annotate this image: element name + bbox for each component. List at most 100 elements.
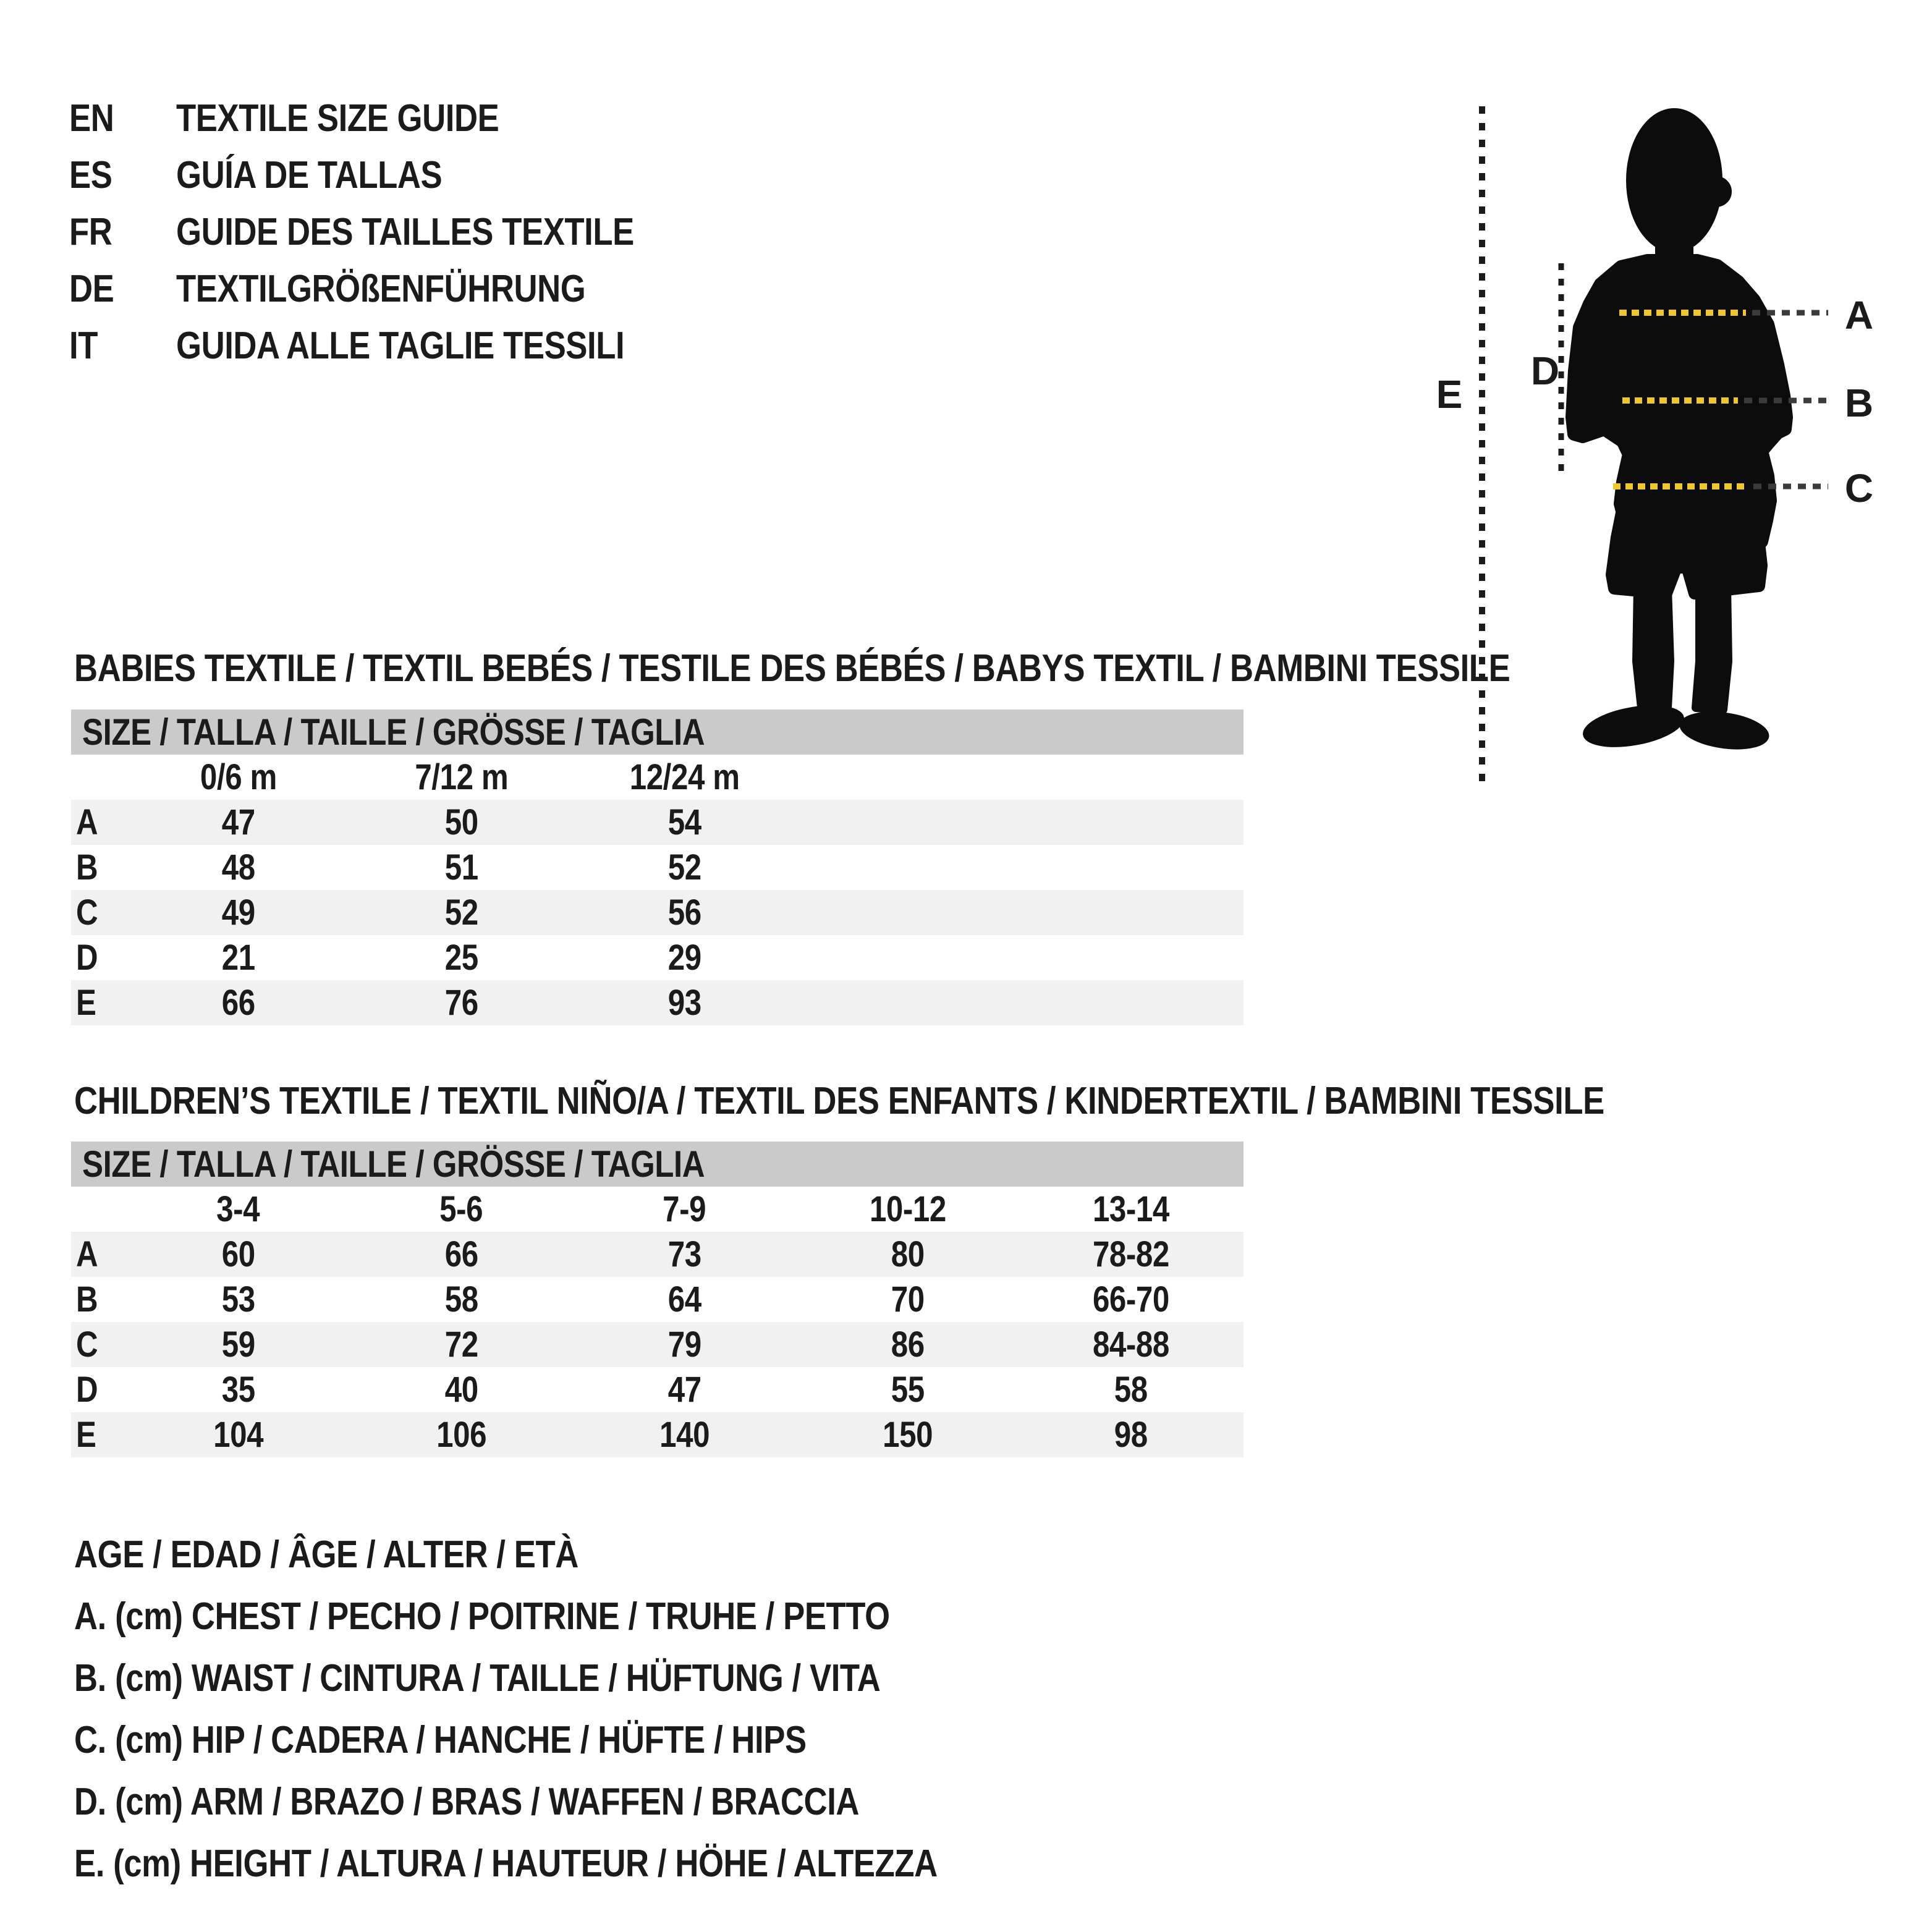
cell-value: 25 — [444, 938, 478, 978]
column-header-row: 0/6 m 7/12 m 12/24 m — [71, 755, 1244, 800]
table-row-c: C 49 52 56 — [71, 890, 1244, 935]
cell-value: 56 — [667, 892, 701, 933]
cell-value: 79 — [667, 1324, 701, 1365]
language-title-list: EN TEXTILE SIZE GUIDE ES GUÍA DE TALLAS FR GU… — [69, 96, 715, 367]
row-label: B — [76, 1279, 98, 1320]
language-code: DE — [69, 268, 114, 310]
cell-value: 40 — [444, 1370, 478, 1410]
cell-value: 60 — [221, 1234, 255, 1274]
column-header: 13-14 — [1092, 1189, 1169, 1229]
row-label: A — [76, 802, 98, 842]
cell-value: 64 — [667, 1279, 701, 1320]
cell-value: 52 — [667, 847, 701, 888]
size-header-label: SIZE / TALLA / TAILLE / GRÖSSE / TAGLIA — [82, 711, 705, 753]
cell-value: 48 — [221, 847, 255, 888]
language-title: GUIDA ALLE TAGLIE TESSILI — [176, 324, 625, 367]
language-row-de: DE TEXTILGRÖßENFÜHRUNG — [69, 267, 715, 310]
column-header: 12/24 m — [629, 757, 740, 797]
table-row-a: A 47 50 54 — [71, 800, 1244, 845]
label-hip-c: C — [1844, 466, 1874, 511]
cell-value: 54 — [667, 802, 701, 842]
row-label: E — [76, 1415, 96, 1455]
legend-line-0: AGE / EDAD / ÂGE / ALTER / ETÀ — [74, 1533, 578, 1576]
row-label: C — [76, 892, 98, 933]
babies-section-title: BABIES TEXTILE / TEXTIL BEBÉS / TESTILE … — [74, 647, 1510, 690]
cell-value: 73 — [667, 1234, 701, 1274]
table-row-d: D 35 40 47 55 58 — [71, 1367, 1244, 1412]
row-label: A — [76, 1234, 98, 1274]
measurement-legend: AGE / EDAD / ÂGE / ALTER / ETÀ A. (cm) CH… — [74, 1533, 1090, 1885]
cell-value: 76 — [444, 983, 478, 1023]
cell-value: 80 — [891, 1234, 925, 1274]
size-header-label: SIZE / TALLA / TAILLE / GRÖSSE / TAGLIA — [82, 1143, 705, 1185]
label-height-e: E — [1436, 372, 1463, 417]
language-title: TEXTILGRÖßENFÜHRUNG — [176, 268, 586, 310]
row-label: D — [76, 938, 98, 978]
cell-value: 66 — [444, 1234, 478, 1274]
cell-value: 140 — [659, 1415, 710, 1455]
cell-value: 104 — [213, 1415, 263, 1455]
language-row-fr: FR GUIDE DES TAILLES TEXTILE — [69, 210, 715, 253]
column-header: 7/12 m — [415, 757, 508, 797]
cell-value: 47 — [221, 802, 255, 842]
column-header: 3-4 — [216, 1189, 260, 1229]
cell-value: 58 — [1114, 1370, 1148, 1410]
row-label: C — [76, 1324, 98, 1365]
row-label: D — [76, 1370, 98, 1410]
language-code: EN — [69, 97, 114, 140]
children-size-table: SIZE / TALLA / TAILLE / GRÖSSE / TAGLIA 3… — [71, 1142, 1244, 1457]
language-code: IT — [69, 324, 98, 367]
cell-value: 35 — [221, 1370, 255, 1410]
row-label: B — [76, 847, 98, 888]
legend-line-1: A. (cm) CHEST / PECHO / POITRINE / TRUHE… — [74, 1595, 890, 1638]
cell-value: 98 — [1114, 1415, 1148, 1455]
column-header-row: 3-4 5-6 7-9 10-12 13-14 — [71, 1187, 1244, 1232]
label-chest-a: A — [1844, 293, 1874, 337]
cell-value: 49 — [221, 892, 255, 933]
cell-value: 59 — [221, 1324, 255, 1365]
table-row-e: E 104 106 140 150 98 — [71, 1412, 1244, 1457]
cell-value: 66 — [221, 983, 255, 1023]
cell-value: 50 — [444, 802, 478, 842]
table-row-b: B 53 58 64 70 66-70 — [71, 1277, 1244, 1322]
cell-value: 52 — [444, 892, 478, 933]
cell-value: 29 — [667, 938, 701, 978]
size-header-bar: SIZE / TALLA / TAILLE / GRÖSSE / TAGLIA — [71, 710, 1244, 755]
cell-value: 86 — [891, 1324, 925, 1365]
table-row-a: A 60 66 73 80 78-82 — [71, 1232, 1244, 1277]
language-row-it: IT GUIDA ALLE TAGLIE TESSILI — [69, 324, 715, 367]
cell-value: 93 — [667, 983, 701, 1023]
column-header: 10-12 — [869, 1189, 946, 1229]
legend-line-3: C. (cm) HIP / CADERA / HANCHE / HÜFTE / … — [74, 1719, 807, 1761]
language-row-es: ES GUÍA DE TALLAS — [69, 153, 715, 197]
language-code: ES — [69, 154, 112, 197]
cell-value: 106 — [436, 1415, 486, 1455]
column-header: 0/6 m — [200, 757, 277, 797]
cell-value: 66-70 — [1092, 1279, 1169, 1320]
cell-value: 55 — [891, 1370, 925, 1410]
cell-value: 72 — [444, 1324, 478, 1365]
label-arm-d: D — [1530, 349, 1560, 393]
row-label: E — [76, 983, 96, 1023]
cell-value: 70 — [891, 1279, 925, 1320]
cell-value: 58 — [444, 1279, 478, 1320]
table-row-b: B 48 51 52 — [71, 845, 1244, 890]
cell-value: 47 — [667, 1370, 701, 1410]
cell-value: 150 — [883, 1415, 933, 1455]
language-title: GUÍA DE TALLAS — [176, 154, 443, 197]
legend-line-2: B. (cm) WAIST / CINTURA / TAILLE / HÜFTU… — [74, 1657, 881, 1700]
cell-value: 51 — [444, 847, 478, 888]
language-row-en: EN TEXTILE SIZE GUIDE — [69, 96, 715, 140]
table-row-e: E 66 76 93 — [71, 980, 1244, 1025]
legend-line-4: D. (cm) ARM / BRAZO / BRAS / WAFFEN / BR… — [74, 1781, 860, 1823]
column-header: 5-6 — [439, 1189, 483, 1229]
cell-value: 21 — [221, 938, 255, 978]
babies-size-table: SIZE / TALLA / TAILLE / GRÖSSE / TAGLIA 0… — [71, 710, 1244, 1025]
language-title: TEXTILE SIZE GUIDE — [176, 97, 499, 140]
label-waist-b: B — [1844, 381, 1874, 425]
table-row-c: C 59 72 79 86 84-88 — [71, 1322, 1244, 1367]
children-section-title: CHILDREN’S TEXTILE / TEXTIL NIÑO/A / TEX… — [74, 1080, 1604, 1122]
column-header: 7-9 — [663, 1189, 706, 1229]
size-header-bar: SIZE / TALLA / TAILLE / GRÖSSE / TAGLIA — [71, 1142, 1244, 1187]
language-title: GUIDE DES TAILLES TEXTILE — [176, 211, 634, 253]
